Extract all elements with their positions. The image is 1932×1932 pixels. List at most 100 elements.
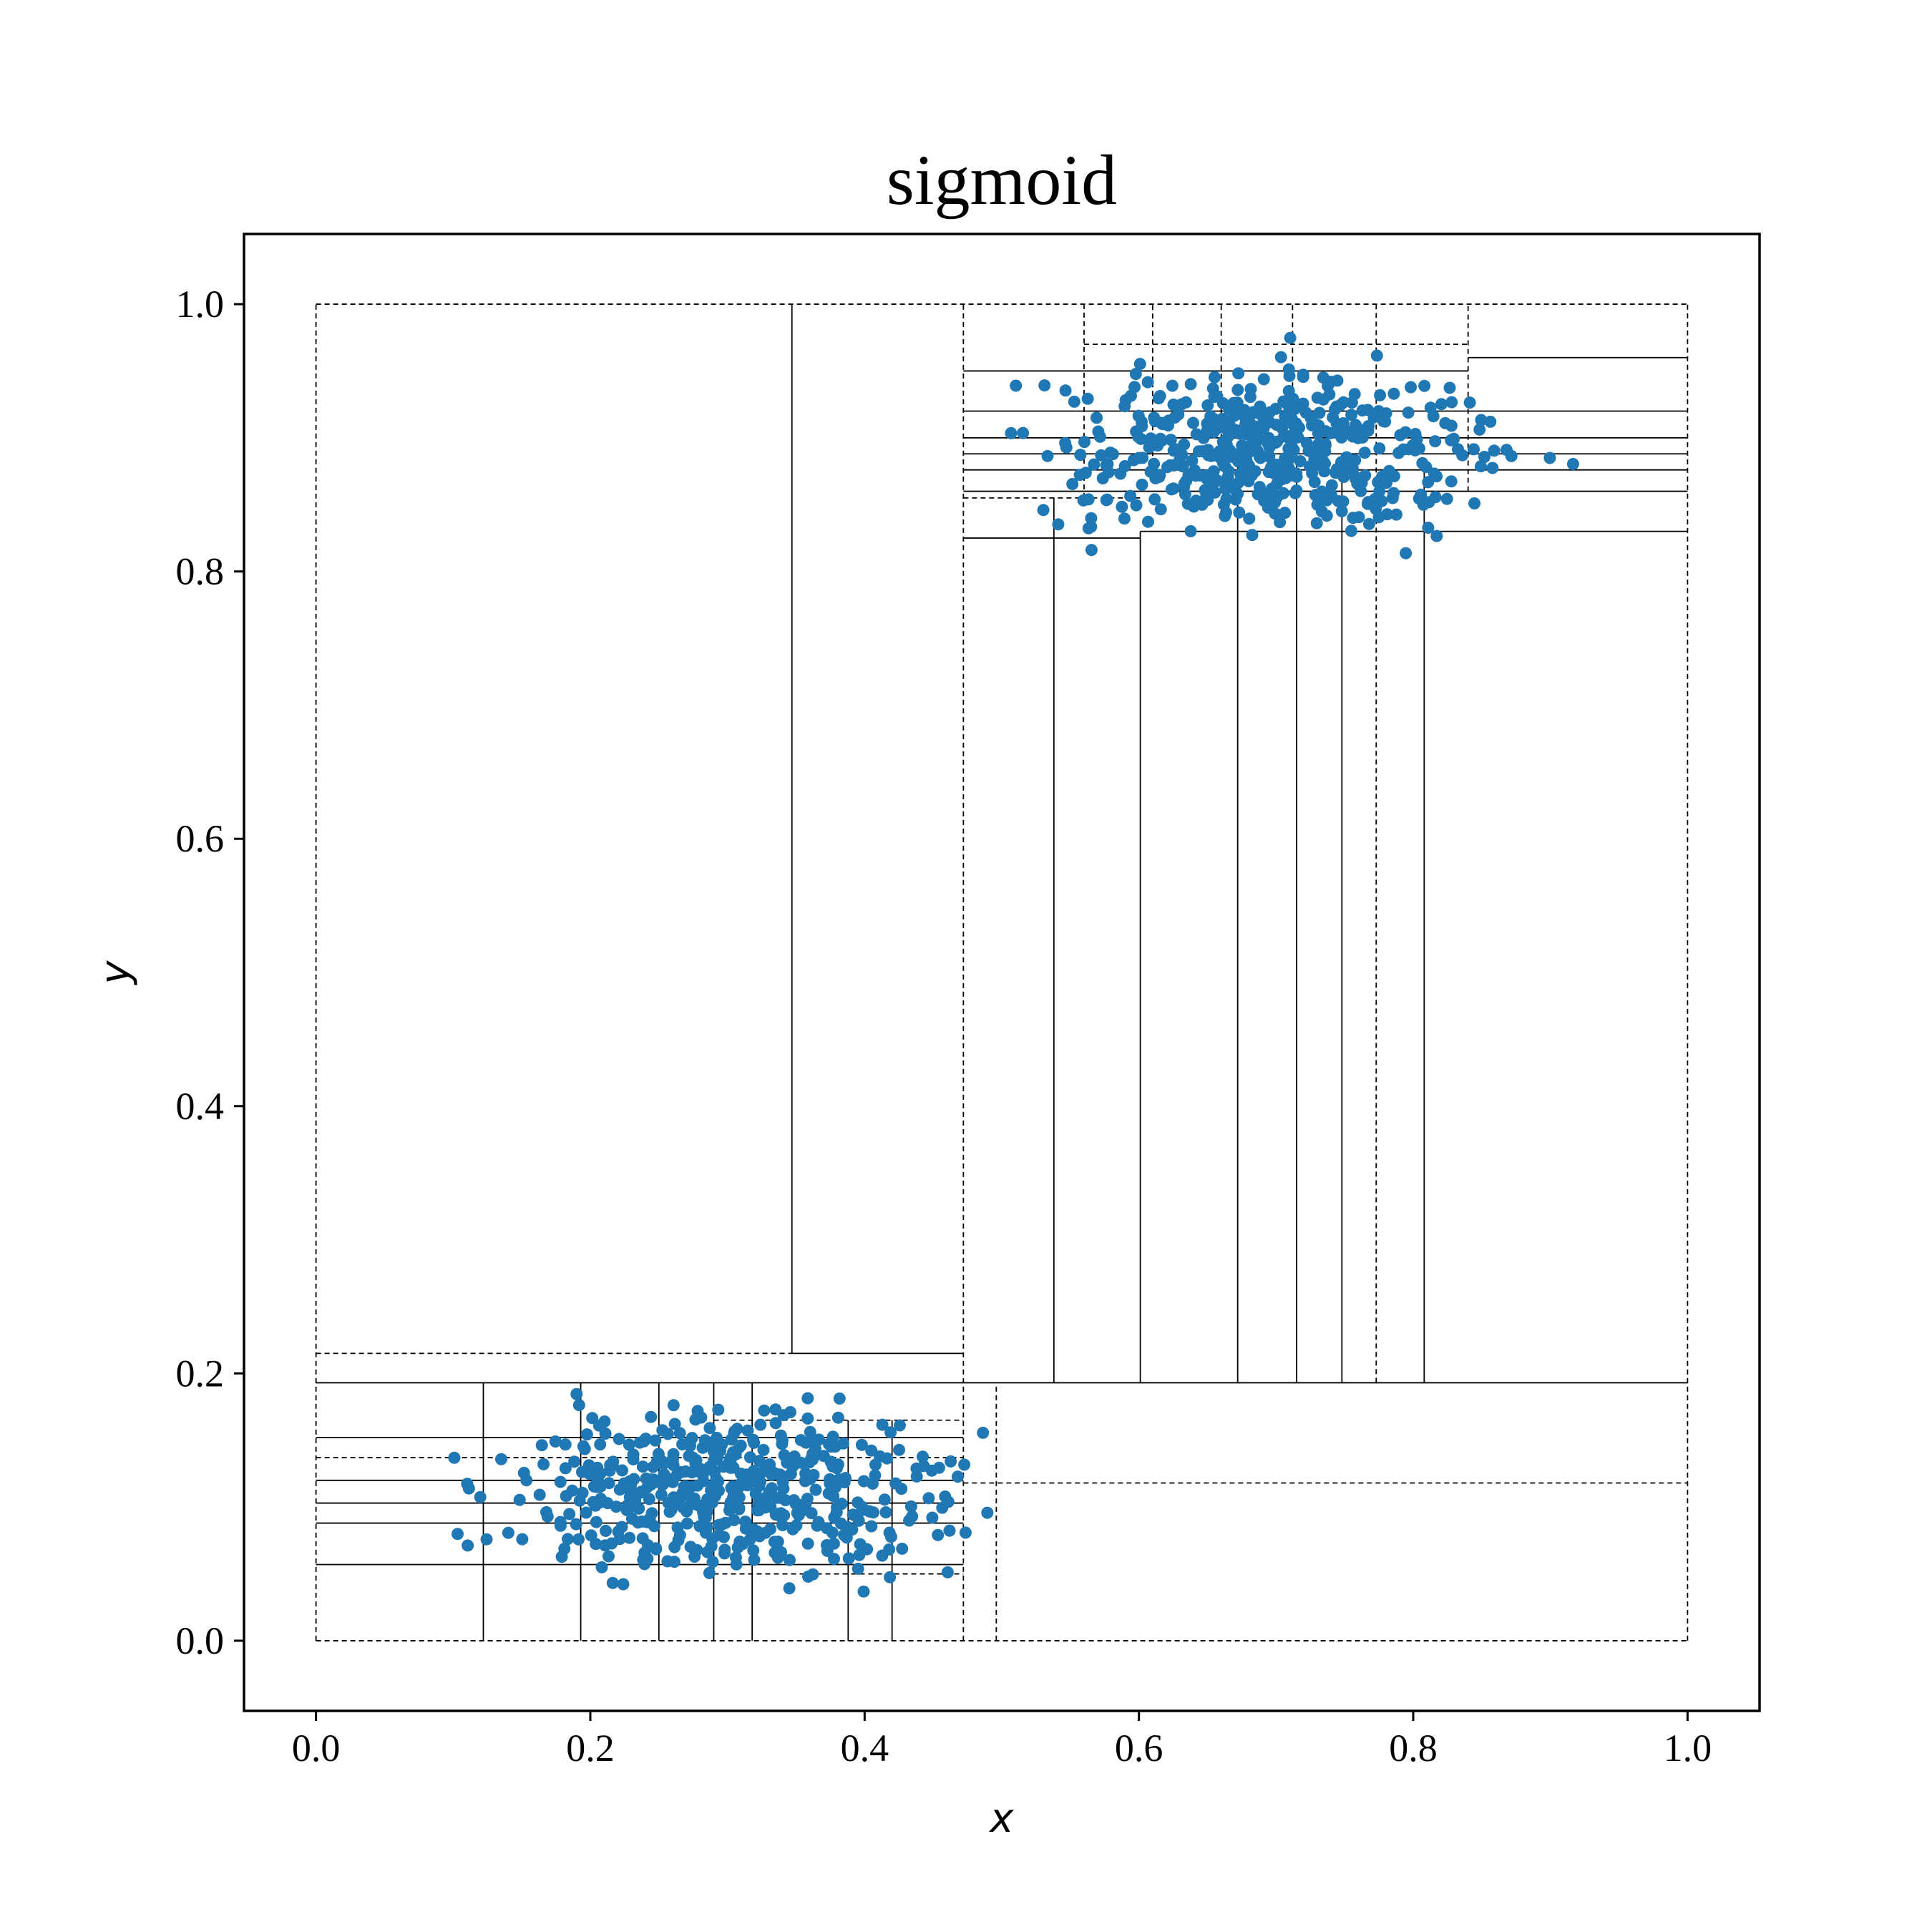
scatter-point bbox=[686, 1432, 698, 1445]
scatter-point bbox=[580, 1506, 592, 1519]
scatter-point bbox=[517, 1466, 530, 1479]
scatter-point bbox=[1136, 452, 1149, 464]
scatter-point bbox=[643, 1493, 655, 1506]
scatter-point bbox=[1318, 465, 1331, 478]
scatter-point bbox=[1443, 381, 1456, 394]
scatter-point bbox=[647, 1460, 660, 1473]
scatter-point bbox=[1244, 391, 1257, 404]
scatter-point bbox=[1223, 403, 1236, 416]
scatter-point bbox=[1169, 411, 1181, 424]
scatter-point bbox=[942, 1496, 955, 1508]
scatter-point bbox=[1167, 444, 1180, 457]
scatter-point bbox=[712, 1403, 725, 1416]
scatter-point bbox=[1118, 512, 1131, 525]
scatter-point bbox=[821, 1544, 834, 1557]
scatter-points bbox=[448, 331, 1579, 1598]
scatter-point bbox=[799, 1467, 812, 1480]
y-axis-ticks: 0.0 0.2 0.4 0.6 0.8 1.0 bbox=[176, 283, 244, 1662]
scatter-point bbox=[700, 1497, 713, 1510]
scatter-point bbox=[852, 1496, 864, 1509]
scatter-point bbox=[1180, 396, 1192, 409]
scatter-point bbox=[1370, 349, 1383, 362]
scatter-point bbox=[1243, 512, 1256, 525]
scatter-point bbox=[1310, 489, 1323, 501]
scatter-point bbox=[1445, 475, 1458, 488]
scatter-point bbox=[1313, 406, 1326, 419]
scatter-point bbox=[1220, 506, 1232, 519]
scatter-point bbox=[623, 1531, 636, 1544]
scatter-point bbox=[668, 1541, 681, 1553]
scatter-point bbox=[791, 1498, 804, 1511]
scatter-point bbox=[926, 1511, 939, 1524]
scatter-point bbox=[657, 1458, 670, 1470]
scatter-point bbox=[878, 1493, 891, 1506]
scatter-point bbox=[1196, 445, 1209, 458]
scatter-point bbox=[736, 1538, 749, 1551]
scatter-point bbox=[1397, 443, 1410, 456]
scatter-point bbox=[1287, 419, 1300, 431]
scatter-point bbox=[1274, 509, 1287, 522]
scatter-point bbox=[1201, 399, 1214, 411]
scatter-point bbox=[691, 1479, 704, 1492]
scatter-point bbox=[1299, 406, 1312, 419]
scatter-point bbox=[783, 1582, 796, 1595]
scatter-point bbox=[741, 1424, 754, 1437]
scatter-point bbox=[1448, 432, 1460, 445]
scatter-point bbox=[1285, 439, 1298, 452]
scatter-point bbox=[568, 1455, 581, 1468]
scatter-point bbox=[559, 1438, 572, 1451]
scatter-point bbox=[462, 1482, 475, 1495]
scatter-point bbox=[495, 1453, 507, 1465]
scatter-point bbox=[1095, 449, 1108, 462]
scatter-point bbox=[1282, 406, 1295, 419]
scatter-point bbox=[1060, 441, 1073, 454]
scatter-point bbox=[559, 1462, 572, 1475]
scatter-point bbox=[1452, 443, 1464, 456]
scatter-point bbox=[1413, 492, 1425, 505]
scatter-point bbox=[1239, 419, 1252, 431]
scatter-point bbox=[680, 1517, 693, 1530]
scatter-point bbox=[1345, 409, 1358, 421]
scatter-point bbox=[590, 1516, 602, 1528]
scatter-point bbox=[828, 1553, 840, 1566]
scatter-point bbox=[1078, 436, 1091, 449]
scatter-point bbox=[836, 1437, 849, 1450]
scatter-point bbox=[613, 1433, 625, 1445]
scatter-point bbox=[776, 1518, 789, 1531]
scatter-point bbox=[1323, 487, 1336, 500]
scatter-point bbox=[804, 1425, 816, 1438]
scatter-point bbox=[1484, 415, 1497, 428]
scatter-point bbox=[1167, 482, 1180, 495]
scatter-point bbox=[1478, 451, 1491, 463]
scatter-point bbox=[650, 1474, 663, 1487]
scatter-point bbox=[1220, 492, 1233, 505]
scatter-point bbox=[1017, 426, 1030, 439]
scatter-point bbox=[725, 1433, 738, 1446]
scatter-point bbox=[1041, 449, 1054, 462]
scatter-point bbox=[778, 1509, 791, 1522]
scatter-point bbox=[1184, 378, 1197, 391]
x-tick-label: 0.6 bbox=[1115, 1727, 1163, 1770]
scatter-point bbox=[833, 1392, 846, 1405]
scatter-point bbox=[726, 1496, 739, 1509]
scatter-point bbox=[635, 1515, 648, 1528]
y-tick-label: 0.4 bbox=[176, 1085, 225, 1128]
scatter-point bbox=[1068, 395, 1080, 408]
scatter-point bbox=[1345, 525, 1357, 537]
scatter-point bbox=[754, 1418, 767, 1431]
scatter-point bbox=[1081, 392, 1094, 405]
scatter-point bbox=[739, 1516, 752, 1528]
scatter-point bbox=[831, 1411, 844, 1424]
scatter-point bbox=[1274, 351, 1287, 364]
scatter-point bbox=[1241, 459, 1254, 472]
scatter-point bbox=[801, 1493, 814, 1506]
scatter-point bbox=[629, 1495, 641, 1508]
scatter-point bbox=[784, 1553, 796, 1566]
scatter-point bbox=[1243, 445, 1256, 458]
scatter-point bbox=[1474, 460, 1487, 473]
scatter-point bbox=[1500, 444, 1513, 457]
scatter-point bbox=[1374, 389, 1387, 401]
scatter-point bbox=[1387, 387, 1400, 400]
scatter-point bbox=[827, 1490, 839, 1503]
scatter-point bbox=[917, 1450, 929, 1463]
